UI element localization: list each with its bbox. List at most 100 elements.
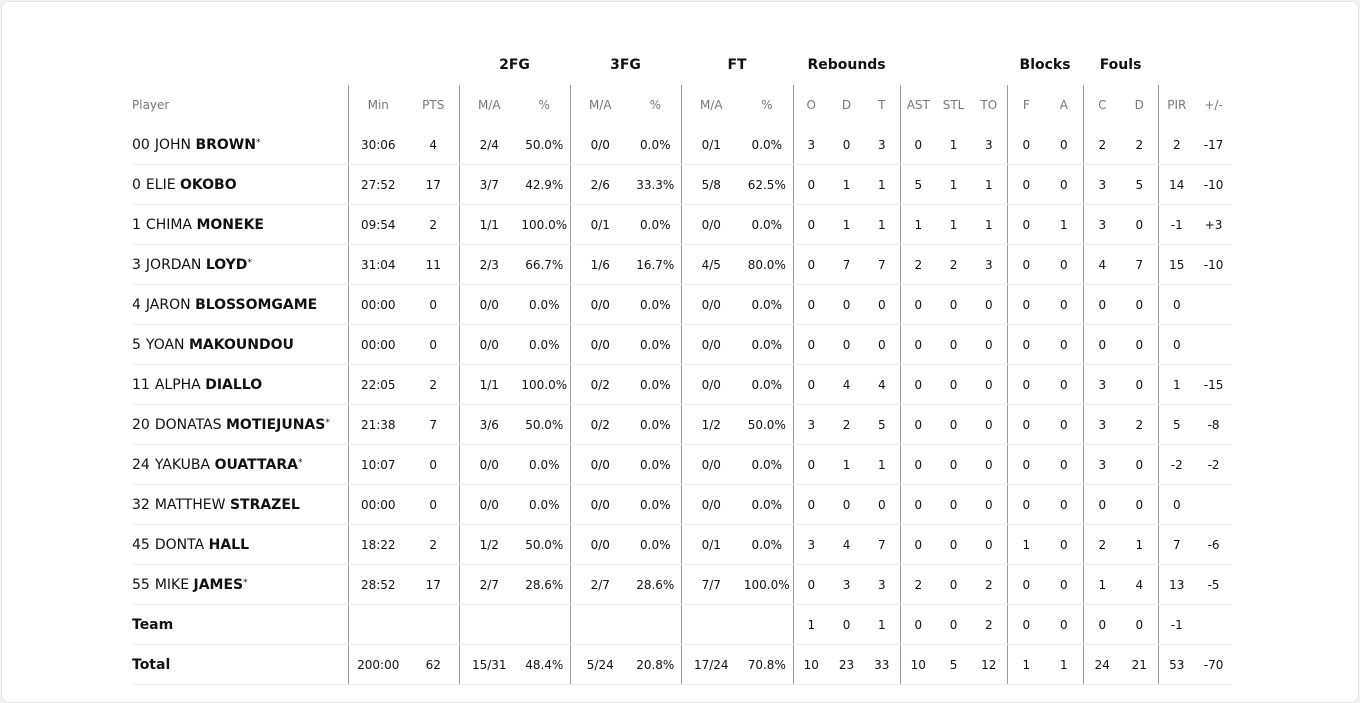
column-header-5[interactable]: M/A xyxy=(569,85,631,125)
player-row[interactable]: 4 JARON BLOSSOMGAME 00:00 0 0/0 0.0% 0/0 0.0% 0/… xyxy=(132,284,1233,325)
column-header-12[interactable]: AST xyxy=(899,85,937,125)
stat-cell: 0 xyxy=(1006,604,1046,645)
stat-cell: 0 xyxy=(1121,204,1159,245)
stat-cell: 23 xyxy=(829,644,865,685)
stat-cell: 0 xyxy=(1082,284,1122,325)
stat-cell: 5/24 xyxy=(569,644,631,685)
stat-cell: 15/31 xyxy=(458,644,519,685)
player-first-name: DONATAS xyxy=(154,416,222,433)
stat-cell: 10 xyxy=(899,644,937,685)
player-name[interactable]: 20 DONATAS MOTIEJUNAS* xyxy=(132,404,348,445)
player-name[interactable]: 45 DONTA HALL xyxy=(132,524,348,565)
starter-mark: * xyxy=(297,457,303,468)
player-name[interactable]: 0 ELIE OKOBO xyxy=(132,164,348,205)
player-last-name: OKOBO xyxy=(180,176,237,193)
column-header-13[interactable]: STL xyxy=(942,98,965,112)
column-header-15[interactable]: F xyxy=(1006,85,1046,125)
stat-cell: 1 xyxy=(971,164,1008,205)
player-row[interactable]: 0 ELIE OKOBO 27:52 17 3/7 42.9% 2/6 33.3% 5/8 62.… xyxy=(132,164,1233,205)
stat-cell: -6 xyxy=(1195,524,1233,565)
stat-cell: -2 xyxy=(1195,444,1233,485)
player-row[interactable]: 55 MIKE JAMES* 28:52 17 2/7 28.6% 2/7 28.6% 7/7 1… xyxy=(132,564,1233,605)
stat-cell: 0 xyxy=(864,284,901,325)
player-row[interactable]: 1 CHIMA MONEKE 09:54 2 1/1 100.0% 0/1 0.0% 0/0 0.… xyxy=(132,204,1233,245)
stat-cell: 7 xyxy=(1121,244,1159,285)
player-name[interactable]: 4 JARON BLOSSOMGAME xyxy=(132,284,348,325)
column-header-9[interactable]: O xyxy=(792,85,830,125)
stat-cell: 0 xyxy=(1006,204,1046,245)
player-name[interactable]: 5 YOAN MAKOUNDOU xyxy=(132,324,348,365)
stat-cell: 2 xyxy=(829,404,865,445)
stat-cell: 0 xyxy=(408,324,459,365)
player-name[interactable]: 1 CHIMA MONEKE xyxy=(132,204,348,245)
player-row[interactable]: 11 ALPHA DIALLO 22:05 2 1/1 100.0% 0/2 0.0% 0/0 0… xyxy=(132,364,1233,405)
column-header-3[interactable]: M/A xyxy=(458,85,519,125)
player-name[interactable]: 24 YAKUBA OUATTARA* xyxy=(132,444,348,485)
stat-cell: 14 xyxy=(1157,164,1196,205)
stat-cell: 0 xyxy=(408,284,459,325)
stat-cell: 3 xyxy=(792,125,830,165)
stat-cell: 2 xyxy=(1082,125,1122,165)
player-row[interactable]: 24 YAKUBA OUATTARA* 10:07 0 0/0 0.0% 0/0 0.0% 0/… xyxy=(132,444,1233,485)
stat-cell: 0 xyxy=(829,604,865,645)
stat-cell: 0 xyxy=(1082,604,1122,645)
column-header-7[interactable]: M/A xyxy=(680,85,742,125)
column-header-16[interactable]: A xyxy=(1059,98,1068,112)
column-header-4[interactable]: % xyxy=(538,98,550,112)
stat-cell: 0.0% xyxy=(519,284,571,325)
total-label: Total xyxy=(132,644,348,685)
column-header-20[interactable]: +/- xyxy=(1204,98,1223,112)
player-row[interactable]: 5 YOAN MAKOUNDOU 00:00 0 0/0 0.0% 0/0 0.0% 0/0 0.… xyxy=(132,324,1233,365)
column-header-8[interactable]: % xyxy=(761,98,773,112)
stat-cell: 0 xyxy=(971,404,1008,445)
column-header-11[interactable]: T xyxy=(878,98,886,112)
player-row[interactable]: 32 MATTHEW STRAZEL 00:00 0 0/0 0.0% 0/0 0.0% 0/0… xyxy=(132,484,1233,525)
player-row[interactable]: 3 JORDAN LOYD* 31:04 11 2/3 66.7% 1/6 16.7% 4/5 8… xyxy=(132,244,1233,285)
player-row[interactable]: 45 DONTA HALL 18:22 2 1/2 50.0% 0/0 0.0% 0/1 0.0%… xyxy=(132,524,1233,565)
stat-cell: 0.0% xyxy=(519,444,571,485)
column-header-19[interactable]: PIR xyxy=(1157,85,1196,125)
player-last-name: BLOSSOMGAME xyxy=(195,296,318,313)
column-header-1[interactable]: Min xyxy=(347,85,408,125)
player-name[interactable]: 55 MIKE JAMES* xyxy=(132,564,348,605)
stat-cell: 09:54 xyxy=(347,204,408,245)
stat-cell: 2 xyxy=(971,604,1008,645)
stat-cell: 2 xyxy=(1121,125,1159,165)
stat-cell: 2/6 xyxy=(569,164,631,205)
player-name[interactable]: 32 MATTHEW STRAZEL xyxy=(132,484,348,525)
stat-cell: 2 xyxy=(936,244,972,285)
stat-cell: 00:00 xyxy=(347,484,408,525)
player-name[interactable]: 3 JORDAN LOYD* xyxy=(132,244,348,285)
column-header-6[interactable]: % xyxy=(649,98,661,112)
column-header-17[interactable]: C xyxy=(1082,85,1122,125)
player-name[interactable]: 11 ALPHA DIALLO xyxy=(132,364,348,405)
stat-cell: 00:00 xyxy=(347,284,408,325)
player-row[interactable]: 20 DONATAS MOTIEJUNAS* 21:38 7 3/6 50.0% 0/2 0.… xyxy=(132,404,1233,445)
group-header-row: 2FG 3FG FT Rebounds Blocks Fouls xyxy=(132,45,1232,85)
stat-cell: 28.6% xyxy=(630,564,682,605)
player-last-name: MAKOUNDOU xyxy=(188,336,294,353)
player-row[interactable]: 00 JOHN BROWN* 30:06 4 2/4 50.0% 0/0 0.0% 0/1 0.0… xyxy=(132,125,1233,165)
stat-cell: 0 xyxy=(936,524,972,565)
stat-cell: 2 xyxy=(1121,404,1159,445)
column-header-14[interactable]: TO xyxy=(980,98,998,112)
stat-cell xyxy=(1195,484,1233,525)
stat-cell xyxy=(408,604,459,645)
stat-cell: -70 xyxy=(1195,644,1233,685)
stat-cell: 7 xyxy=(408,404,459,445)
stat-cell: 0 xyxy=(792,164,830,205)
player-name[interactable]: 00 JOHN BROWN* xyxy=(132,125,348,165)
stat-cell: 0 xyxy=(899,444,937,485)
stat-cell xyxy=(458,604,519,645)
stat-cell: 1 xyxy=(1082,564,1122,605)
stat-cell: 1/1 xyxy=(458,204,519,245)
column-header-player[interactable]: Player xyxy=(132,98,170,112)
stat-cell: 0 xyxy=(829,484,865,525)
column-header-2[interactable]: PTS xyxy=(422,98,445,112)
stat-cell xyxy=(347,604,408,645)
stat-cell: 0 xyxy=(864,484,901,525)
column-header-18[interactable]: D xyxy=(1134,98,1144,112)
stat-cell: 70.8% xyxy=(741,644,794,685)
column-header-10[interactable]: D xyxy=(841,98,852,112)
stat-cell: 33.3% xyxy=(630,164,682,205)
